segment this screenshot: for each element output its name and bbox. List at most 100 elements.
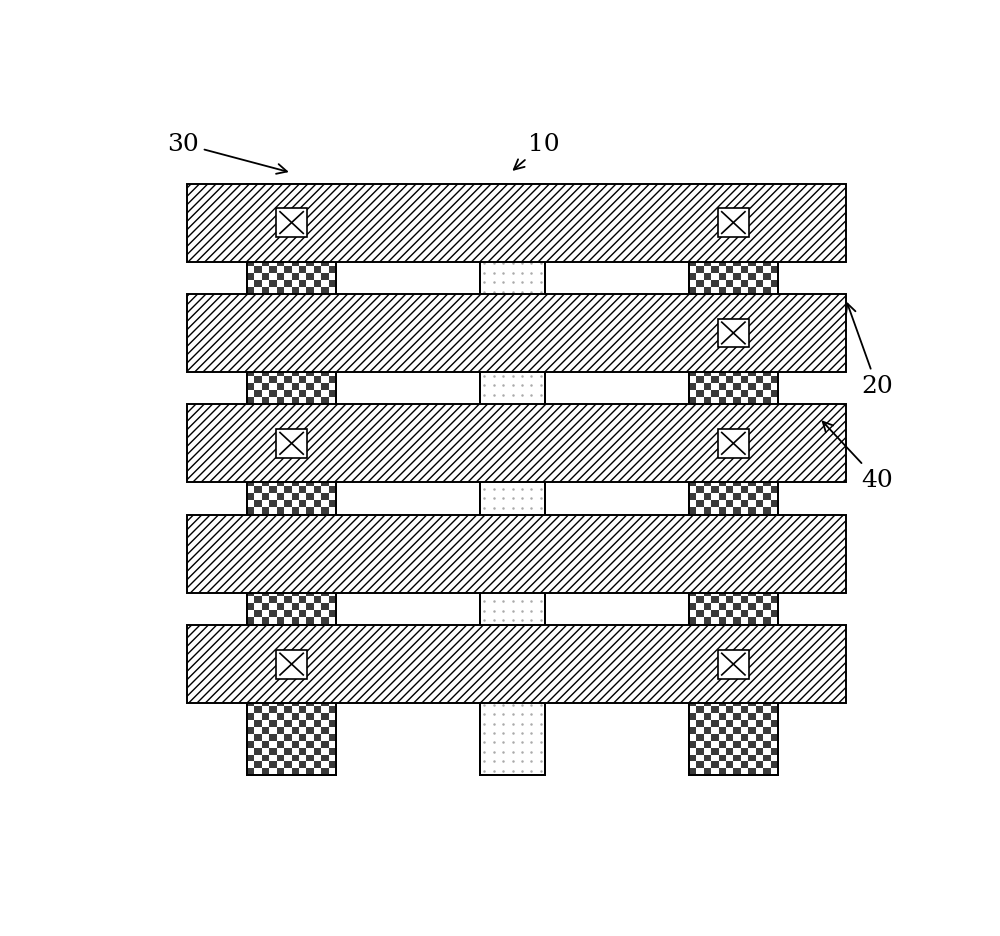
Bar	[689, 343, 696, 349]
Bar	[704, 343, 711, 349]
Bar	[756, 665, 763, 672]
Bar	[771, 294, 778, 301]
Bar	[292, 370, 299, 377]
Bar	[254, 707, 262, 713]
Bar	[247, 425, 254, 431]
Bar	[262, 219, 269, 226]
Bar	[689, 713, 696, 721]
Bar	[321, 618, 329, 624]
Bar	[756, 569, 763, 576]
Bar	[696, 597, 704, 604]
Text: 20: 20	[846, 304, 893, 398]
Bar	[276, 209, 307, 238]
Bar	[711, 253, 719, 260]
Bar	[748, 370, 756, 377]
Bar	[711, 721, 719, 727]
Bar	[314, 294, 321, 301]
Bar	[329, 460, 336, 466]
Bar	[689, 493, 696, 501]
Bar	[329, 569, 336, 576]
Bar	[733, 411, 741, 418]
Bar	[689, 370, 696, 377]
Bar	[299, 377, 306, 384]
Bar	[262, 576, 269, 583]
Bar	[733, 576, 741, 583]
Bar	[689, 466, 696, 473]
Bar	[711, 555, 719, 563]
Bar	[719, 370, 726, 377]
Bar	[741, 198, 748, 205]
Bar	[763, 287, 771, 294]
Bar	[726, 322, 733, 329]
Bar	[247, 521, 254, 528]
Bar	[718, 650, 749, 679]
Bar	[262, 384, 269, 390]
Bar	[719, 314, 726, 322]
Bar	[329, 240, 336, 246]
Bar	[314, 597, 321, 604]
Bar	[741, 336, 748, 343]
Bar	[254, 501, 262, 507]
Bar	[756, 390, 763, 398]
Bar	[733, 754, 741, 762]
Bar	[329, 473, 336, 480]
Bar	[314, 721, 321, 727]
Bar	[763, 507, 771, 514]
Bar	[726, 514, 733, 521]
Bar	[756, 514, 763, 521]
Bar	[284, 418, 292, 425]
Bar	[733, 768, 741, 775]
Bar	[711, 651, 719, 659]
Bar	[269, 253, 277, 260]
Bar	[254, 431, 262, 439]
Bar	[306, 246, 314, 253]
Bar	[741, 308, 748, 314]
Bar	[756, 349, 763, 357]
Bar	[262, 287, 269, 294]
Bar	[748, 246, 756, 253]
Bar	[719, 618, 726, 624]
Bar	[329, 431, 336, 439]
Bar	[329, 294, 336, 301]
Bar	[733, 548, 741, 555]
Bar	[704, 686, 711, 693]
Bar	[254, 693, 262, 700]
Bar	[771, 240, 778, 246]
Bar	[314, 693, 321, 700]
Bar	[314, 610, 321, 618]
Bar	[321, 260, 329, 267]
Bar	[719, 343, 726, 349]
Bar	[733, 205, 741, 212]
Bar	[696, 680, 704, 686]
Bar	[741, 377, 748, 384]
Bar	[306, 398, 314, 404]
Bar	[254, 514, 262, 521]
Bar	[321, 411, 329, 418]
Bar	[321, 232, 329, 240]
Bar	[763, 768, 771, 775]
Bar	[748, 700, 756, 707]
Bar	[689, 411, 696, 418]
Bar	[269, 762, 277, 768]
Bar	[771, 748, 778, 754]
Bar	[314, 514, 321, 521]
Bar	[329, 680, 336, 686]
Bar	[329, 308, 336, 314]
Bar	[262, 754, 269, 762]
Bar	[321, 439, 329, 446]
Bar	[262, 205, 269, 212]
Bar	[771, 651, 778, 659]
Bar	[689, 205, 696, 212]
Bar	[763, 398, 771, 404]
Bar	[269, 624, 277, 631]
Bar	[254, 267, 262, 273]
Bar	[733, 219, 741, 226]
Bar	[689, 184, 778, 775]
Bar	[756, 418, 763, 425]
Bar	[306, 314, 314, 322]
Bar	[726, 748, 733, 754]
Bar	[321, 370, 329, 377]
Bar	[726, 762, 733, 768]
Bar	[292, 659, 299, 665]
Bar	[719, 645, 726, 651]
